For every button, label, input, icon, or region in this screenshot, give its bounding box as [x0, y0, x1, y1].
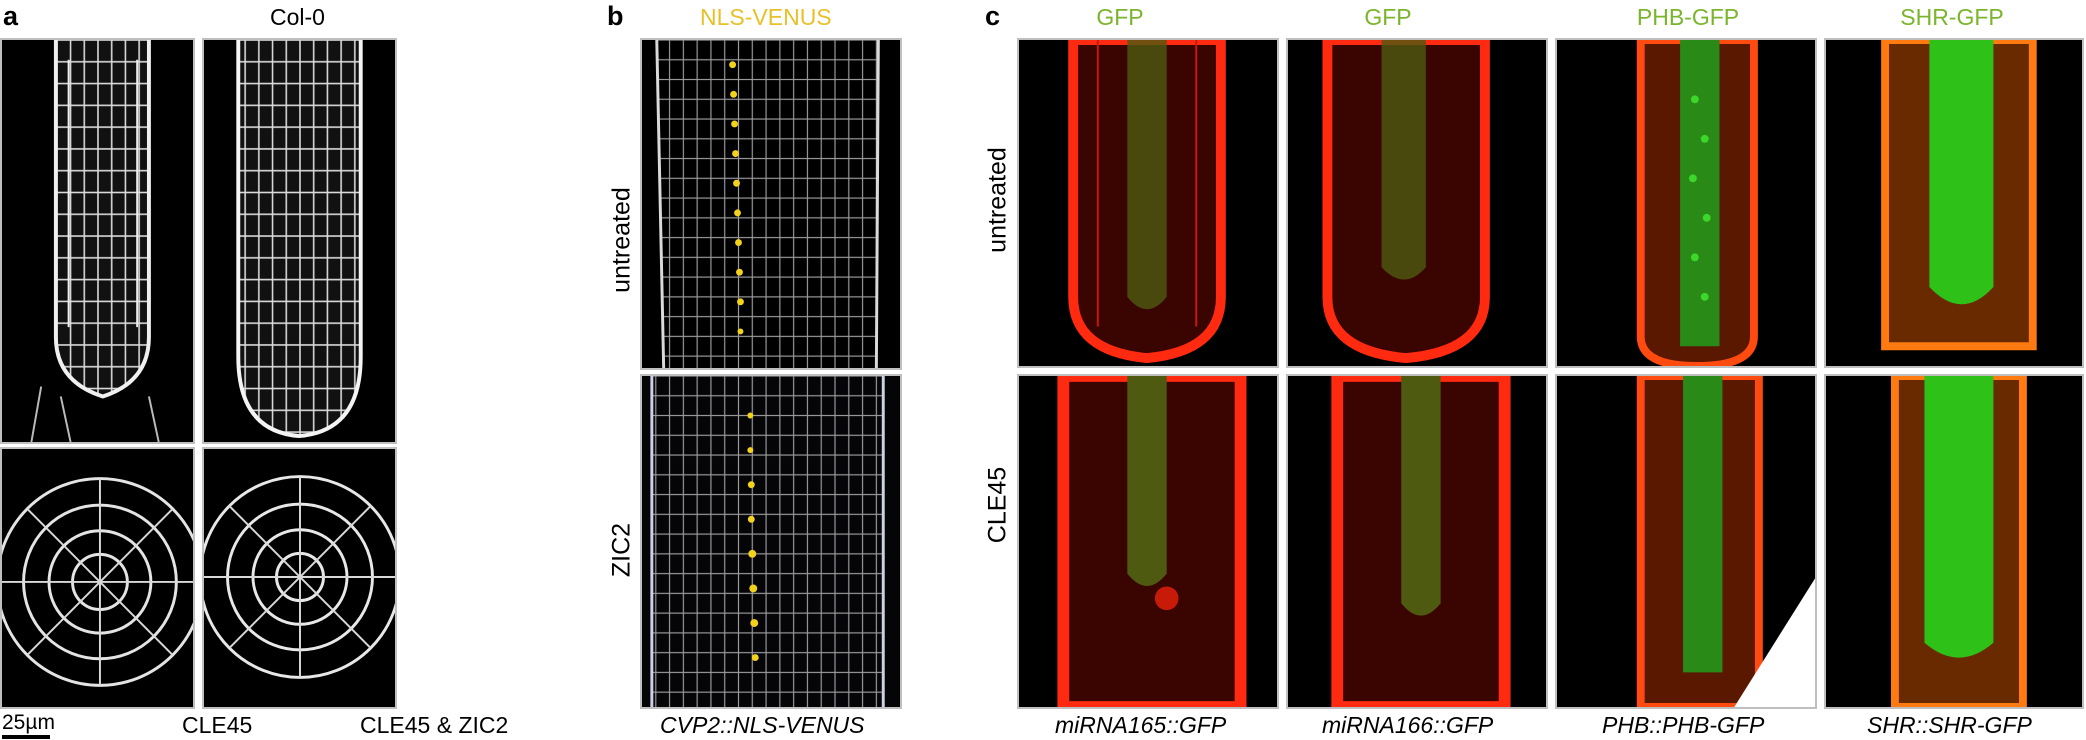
panel-c-header-4: SHR-GFP: [1900, 4, 2004, 30]
scale-bar: [2, 735, 50, 739]
panel-c-header-2: GFP: [1364, 4, 1412, 30]
panel-b-row-label-untreated: untreated: [607, 187, 636, 293]
panel-letter-a: a: [3, 1, 19, 31]
scale-bar-label: 25µm: [2, 711, 55, 734]
phb-untreated-image: [1555, 38, 1817, 368]
phb-clE45-image: [1555, 374, 1817, 709]
panel-c-caption-1: miRNA165::GFP: [1055, 712, 1227, 738]
panel-c-caption-4: SHR::SHR-GFP: [1867, 712, 2032, 738]
mirna166-clE45-image: [1286, 374, 1548, 709]
panel-c-caption-3: PHB::PHB-GFP: [1602, 712, 1765, 738]
cvp2-zic2-image: [640, 374, 902, 709]
col0-cross-section-clE45: [0, 447, 195, 709]
col0-cross-section-clE45-zic2: [202, 447, 397, 709]
panel-b-caption: CVP2::NLS-VENUS: [660, 712, 865, 738]
panel-a-header: Col-0: [270, 4, 325, 30]
col0-longitudinal-clE45-zic2: [202, 38, 397, 444]
col0-longitudinal-clE45: [0, 38, 195, 444]
mirna165-untreated-image: [1017, 38, 1279, 368]
panel-c-row-label-clE45: CLE45: [983, 466, 1012, 544]
mirna165-clE45-image: [1017, 374, 1279, 709]
panel-b-row-label-zic2: ZIC2: [607, 522, 636, 578]
panel-letter-c: c: [985, 1, 1001, 31]
shr-untreated-image: [1824, 38, 2084, 368]
panel-c-header-1: GFP: [1096, 4, 1144, 30]
shr-clE45-image: [1824, 374, 2084, 709]
cvp2-untreated-image: [640, 38, 902, 370]
panel-b-header: NLS-VENUS: [700, 4, 832, 30]
panel-a-caption-1: CLE45: [182, 712, 253, 738]
panel-c-row-label-untreated: untreated: [983, 147, 1012, 253]
panel-c-caption-2: miRNA166::GFP: [1322, 712, 1494, 738]
mirna166-untreated-image: [1286, 38, 1548, 368]
panel-a-caption-2: CLE45 & ZIC2: [360, 712, 509, 738]
panel-c-header-3: PHB-GFP: [1636, 4, 1740, 30]
panel-letter-b: b: [607, 1, 624, 31]
